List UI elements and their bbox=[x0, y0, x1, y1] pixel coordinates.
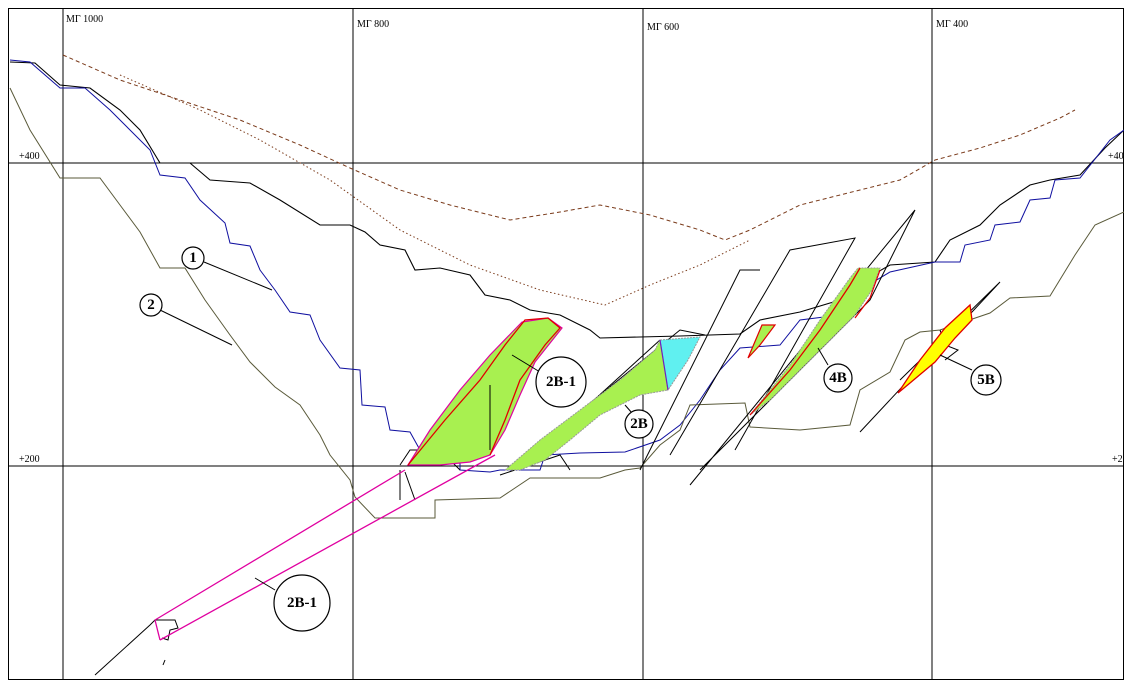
svg-text:2В-1: 2В-1 bbox=[546, 374, 576, 390]
pit-surface-line bbox=[9, 61, 1124, 339]
grid-label-mg600: МГ 600 bbox=[647, 22, 679, 33]
svg-text:4В: 4В bbox=[829, 370, 847, 386]
zone-4b-red bbox=[749, 267, 861, 416]
callout-2b1-lower: 2В-1 bbox=[273, 574, 331, 632]
grid-label-mg1000: МГ 1000 bbox=[66, 14, 103, 25]
svg-text:2В-1: 2В-1 bbox=[287, 595, 317, 611]
zone-2b-fill bbox=[503, 338, 669, 471]
elev-label-200-right: +2 bbox=[1112, 454, 1123, 465]
svg-text:5В: 5В bbox=[977, 372, 995, 388]
elev-label-400-left: +400 bbox=[19, 151, 40, 162]
horizontal-grid bbox=[8, 162, 1124, 467]
callout-4b: 4В bbox=[823, 363, 853, 393]
vertical-grid bbox=[62, 8, 933, 680]
frame-border bbox=[8, 8, 1124, 680]
zone-2b1-upper-fill bbox=[406, 317, 563, 466]
blue-bench-line bbox=[9, 59, 1124, 473]
zone-4b-red-right bbox=[854, 269, 881, 319]
svg-text:1: 1 bbox=[189, 250, 197, 266]
zone-2b1-drift-lower bbox=[159, 454, 496, 641]
svg-text:2В: 2В bbox=[630, 416, 648, 432]
callout-5b: 5В bbox=[970, 364, 1002, 396]
zone-5b-fill bbox=[897, 303, 973, 394]
zone-4b-small-fill bbox=[747, 324, 777, 359]
elev-label-400-right: +40 bbox=[1108, 151, 1124, 162]
zone-2b1-upper-red bbox=[407, 317, 561, 466]
callout-2b1-upper: 2В-1 bbox=[535, 356, 587, 408]
callout-2: 2 bbox=[139, 293, 163, 317]
olive-bench-line bbox=[9, 87, 1124, 519]
design-surface-dotted-line bbox=[119, 74, 751, 306]
original-surface-dashed-line bbox=[62, 54, 1076, 241]
zone-2b1-drift-upper bbox=[154, 469, 406, 621]
svg-text:2: 2 bbox=[147, 297, 155, 313]
zone-2b-divider bbox=[659, 339, 669, 391]
elev-label-200-left: +200 bbox=[19, 454, 40, 465]
zone-2b1-drift-end bbox=[154, 619, 161, 641]
callout-2b: 2В bbox=[624, 409, 654, 439]
callout-leaders bbox=[159, 261, 973, 591]
grid-label-mg800: МГ 800 bbox=[357, 19, 389, 30]
callout-1: 1 bbox=[181, 246, 205, 270]
grid-label-mg400: МГ 400 bbox=[936, 19, 968, 30]
